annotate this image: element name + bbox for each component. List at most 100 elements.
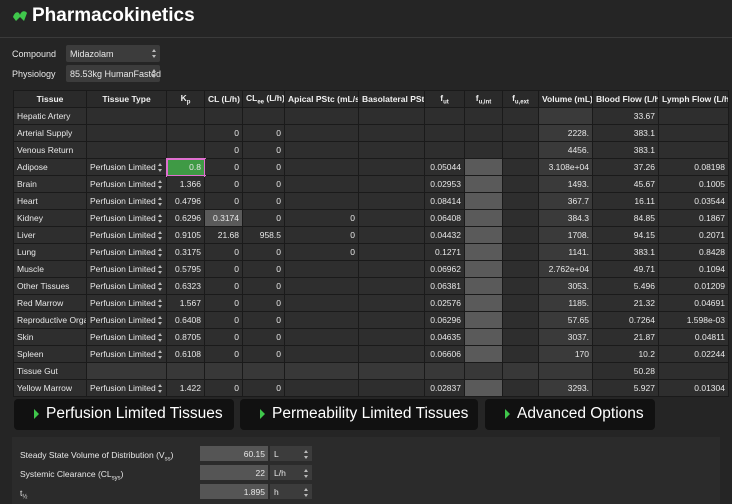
table-cell: 384.3 [538,209,593,227]
table-cell[interactable]: Perfusion Limited [86,209,167,227]
cell-value: 0 [276,315,281,325]
unit-dropdown[interactable]: L/h [270,465,312,480]
table-cell [538,362,593,380]
table-cell[interactable]: 1.567 [166,294,205,312]
tissue-row: Reproductive Organ Perfusion Limited 0.640… [13,311,729,329]
table-cell [424,124,465,142]
table-cell[interactable]: Perfusion Limited [86,226,167,244]
tissue-row: Spleen Perfusion Limited 0.6108 0 0 0.06606 17… [13,345,729,363]
table-cell: 0 [204,141,243,159]
tissue-name: Red Marrow [17,298,64,308]
unit-value: L [274,449,279,459]
table-cell[interactable] [166,362,205,380]
table-cell [424,141,465,159]
table-cell[interactable]: 0.6323 [166,277,205,295]
cell-value: 0 [276,162,281,172]
unit-dropdown[interactable]: L [270,446,312,461]
table-cell[interactable]: Perfusion Limited [86,294,167,312]
table-cell[interactable] [86,124,167,142]
table-cell: Liver [13,226,87,244]
table-cell: 0.06296 [424,311,465,329]
table-cell: 0 [242,158,285,176]
cell-value: 0.02576 [430,298,461,308]
table-cell: 0.04811 [658,328,729,346]
toggle-button[interactable]: Permeability Limited Tissues [240,399,478,430]
table-cell[interactable]: Perfusion Limited [86,243,167,261]
table-cell[interactable] [86,362,167,380]
cell-value: 383.1 [633,247,655,257]
table-cell [658,362,729,380]
unit-dropdown[interactable]: h [270,484,312,499]
dropdown[interactable]: Midazolam [66,45,160,62]
table-cell: 0 [242,277,285,295]
table-cell: 0.06381 [424,277,465,295]
table-cell [284,175,359,193]
cell-value: 4456. [567,145,589,155]
table-cell [502,107,539,125]
table-cell[interactable]: Perfusion Limited [86,158,167,176]
toggle-button[interactable]: Advanced Options [485,399,655,430]
table-cell: 84.85 [592,209,659,227]
cell-value: 0.8705 [175,332,201,342]
cell-value: 0.6323 [175,281,201,291]
table-cell[interactable]: 1.366 [166,175,205,193]
table-cell[interactable]: Perfusion Limited [86,311,167,329]
cell-value: 0.1271 [435,247,461,257]
label-text: Steady State Volume of Distribution (V [20,450,165,460]
table-cell[interactable]: 0.5795 [166,260,205,278]
table-cell: 21.68 [204,226,243,244]
cell-value: 10.2 [638,349,655,359]
table-cell[interactable]: Perfusion Limited [86,345,167,363]
cell-value: 33.67 [633,111,655,121]
table-cell: Muscle [13,260,87,278]
table-cell: Heart [13,192,87,210]
table-cell[interactable]: Perfusion Limited [86,328,167,346]
table-cell[interactable]: 0.6108 [166,345,205,363]
table-cell: 0 [204,345,243,363]
toggle-button[interactable]: Perfusion Limited Tissues [14,399,234,430]
header-row: Tissue Tissue Type Kp CL (L/h) CLee (L/h) Api… [13,90,729,108]
cell-value: 1493. [567,179,589,189]
table-cell [358,192,425,210]
table-cell[interactable]: Perfusion Limited [86,379,167,397]
table-cell[interactable]: 0.6408 [166,311,205,329]
table-cell[interactable]: 0.9105 [166,226,205,244]
table-cell[interactable]: Perfusion Limited [86,175,167,193]
table-cell [358,209,425,227]
dropdown[interactable]: 85.53kg HumanFasted [66,65,161,82]
cell-value: 0 [234,383,239,393]
table-cell[interactable] [166,124,205,142]
label-text: f [512,92,515,103]
cell-value: 0 [350,213,355,223]
table-cell[interactable]: Perfusion Limited [86,192,167,210]
cell-value: 16.11 [634,196,655,206]
table-cell[interactable]: 0.3175 [166,243,205,261]
table-cell[interactable]: Perfusion Limited [86,260,167,278]
table-cell: 0 [242,124,285,142]
table-cell[interactable]: 1.422 [166,379,205,397]
cell-value: 0.04635 [430,332,461,342]
table-cell[interactable] [86,107,167,125]
table-cell[interactable]: 0.4796 [166,192,205,210]
table-cell[interactable] [86,141,167,159]
table-cell [358,277,425,295]
table-cell: Red Marrow [13,294,87,312]
table-cell[interactable] [166,141,205,159]
cell-value: 57.65 [567,315,589,325]
cell-value: 0.1094 [699,264,725,274]
table-cell: 383.1 [592,141,659,159]
table-cell [464,158,503,176]
dropdown-arrows [304,469,309,478]
table-cell[interactable]: 0.8705 [166,328,205,346]
tissue-name: Muscle [17,264,44,274]
table-cell[interactable] [166,107,205,125]
cell-value: 0.02837 [430,383,461,393]
table-cell[interactable]: 0.6296 [166,209,205,227]
table-cell[interactable]: 0.8 [165,157,206,177]
table-cell[interactable]: Perfusion Limited [86,277,167,295]
dropdown-arrows [158,248,163,257]
table-cell: Lung [13,243,87,261]
tissue-row: Lung Perfusion Limited 0.3175 0 0 0 0.1271 1141… [13,243,729,261]
cell-value: 0 [276,332,281,342]
